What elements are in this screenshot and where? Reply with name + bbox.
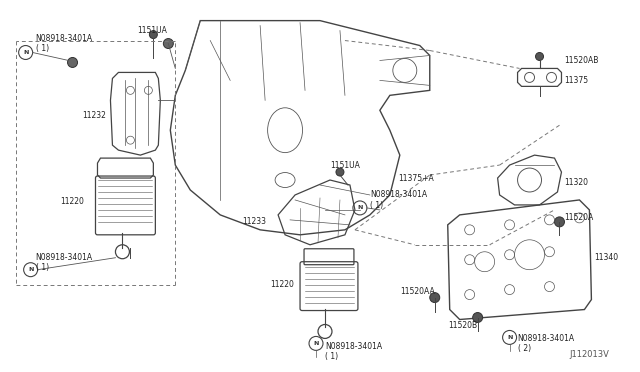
Circle shape bbox=[149, 31, 157, 39]
Text: N08918-3401A
( 1): N08918-3401A ( 1) bbox=[36, 34, 93, 53]
Text: N: N bbox=[357, 205, 363, 211]
Circle shape bbox=[430, 293, 440, 302]
Circle shape bbox=[473, 312, 483, 323]
Circle shape bbox=[554, 217, 564, 227]
Text: 11520B: 11520B bbox=[448, 321, 477, 330]
Text: 11520AA: 11520AA bbox=[400, 287, 435, 296]
Text: N: N bbox=[23, 50, 28, 55]
Circle shape bbox=[68, 58, 77, 67]
Text: N: N bbox=[314, 341, 319, 346]
Text: 11375: 11375 bbox=[564, 76, 589, 85]
Text: 11232: 11232 bbox=[83, 111, 106, 120]
Text: N08918-3401A
( 1): N08918-3401A ( 1) bbox=[370, 190, 427, 210]
Text: J112013V: J112013V bbox=[570, 350, 609, 359]
Text: 11520A: 11520A bbox=[564, 214, 594, 222]
Text: N08918-3401A
( 2): N08918-3401A ( 2) bbox=[518, 334, 575, 353]
Text: 1151UA: 1151UA bbox=[138, 26, 167, 35]
Text: 11220: 11220 bbox=[270, 280, 294, 289]
Text: 11520AB: 11520AB bbox=[564, 56, 599, 65]
Circle shape bbox=[536, 52, 543, 61]
Text: 11340: 11340 bbox=[595, 253, 618, 262]
Circle shape bbox=[163, 39, 173, 48]
Circle shape bbox=[336, 168, 344, 176]
Text: N: N bbox=[28, 267, 33, 272]
Text: 1151UA: 1151UA bbox=[330, 161, 360, 170]
Text: N08918-3401A
( 1): N08918-3401A ( 1) bbox=[325, 341, 382, 361]
Text: N08918-3401A
( 1): N08918-3401A ( 1) bbox=[36, 253, 93, 272]
Text: 11233: 11233 bbox=[242, 217, 266, 227]
Text: 11220: 11220 bbox=[61, 198, 84, 206]
Text: 11320: 11320 bbox=[564, 177, 588, 186]
Text: N: N bbox=[507, 335, 512, 340]
Text: 11375+A: 11375+A bbox=[398, 173, 433, 183]
